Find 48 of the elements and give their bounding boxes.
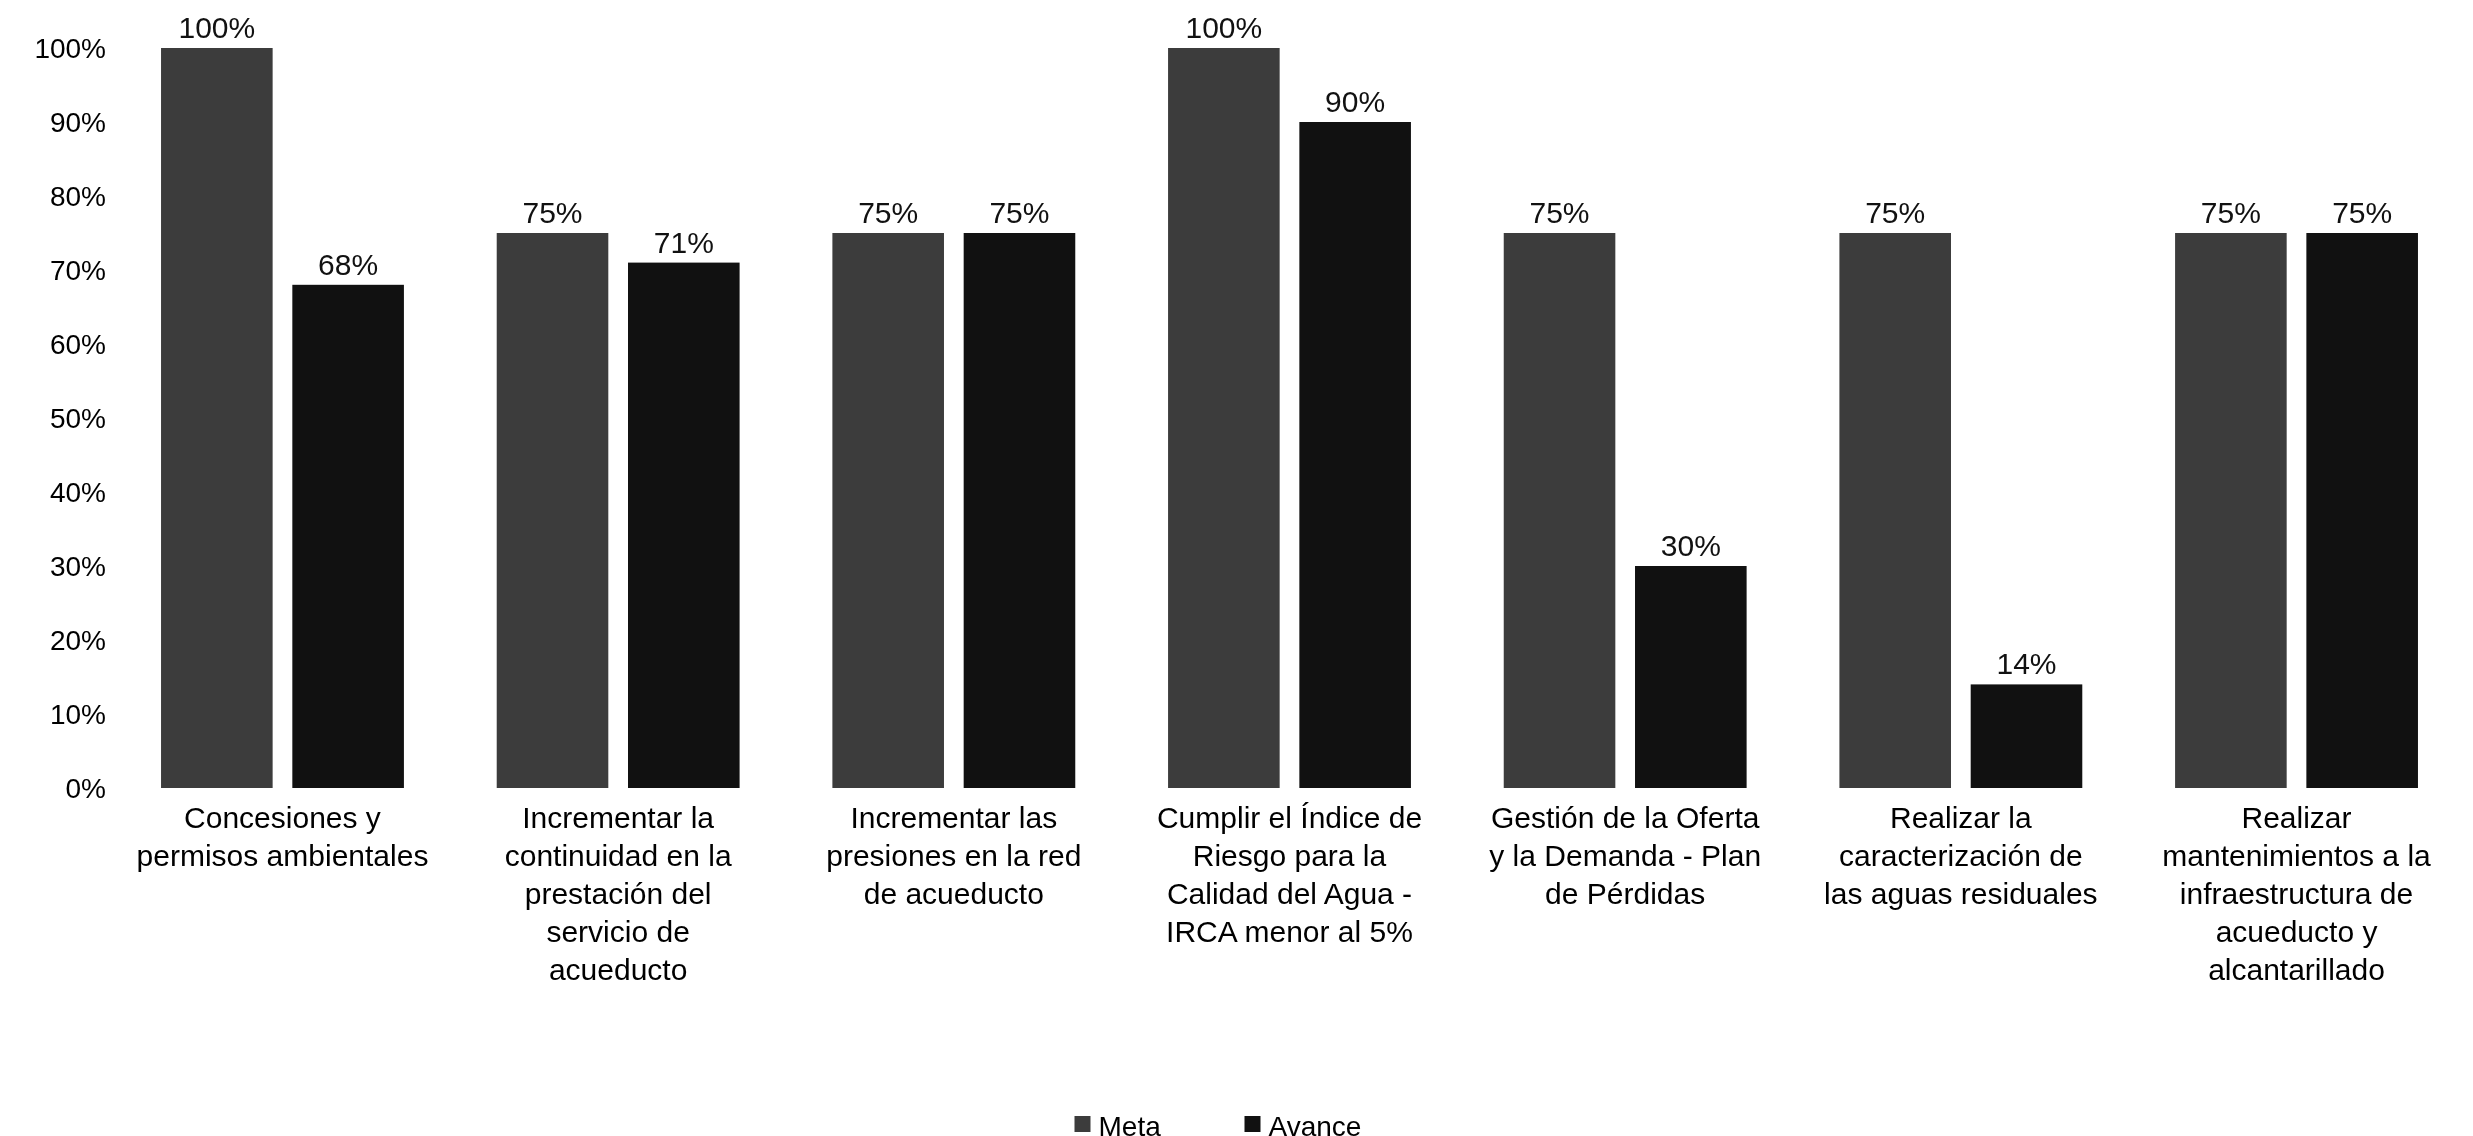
bar [832, 233, 944, 788]
bar [963, 233, 1076, 788]
y-tick-label: 80% [49, 180, 106, 212]
data-label: 75% [989, 196, 1050, 229]
data-label: 75% [1529, 196, 1590, 229]
legend-label: Meta [1098, 1110, 1162, 1136]
data-label: 75% [2200, 196, 2261, 229]
data-label: 75% [858, 196, 919, 229]
y-tick-label: 100% [34, 32, 106, 64]
bar [2175, 233, 2287, 788]
x-tick-label: Incrementar la continuidad en la prestación del servicio de acueducto [504, 801, 732, 986]
legend-label: Avance [1268, 1110, 1362, 1136]
bar [161, 48, 273, 788]
data-label: 75% [522, 196, 583, 229]
y-tick-label: 40% [49, 476, 106, 508]
data-label: 100% [1185, 11, 1263, 44]
x-tick-label: Cumplir el Índice de Riesgo para la Calidad del Agua - IRCA menor al 5% [1156, 801, 1423, 948]
y-tick-label: 90% [49, 106, 106, 138]
bar [1970, 684, 2083, 788]
data-label: 90% [1325, 85, 1386, 118]
y-tick-label: 70% [49, 254, 106, 286]
y-tick-label: 10% [49, 698, 106, 730]
bar [1839, 233, 1951, 788]
bar [292, 284, 404, 788]
x-tick-label: Incrementar las presiones en la red de acueducto [826, 801, 1082, 910]
y-tick-label: 20% [49, 624, 106, 656]
x-tick-label: Realizar mantenimientos a la infraestructura de acueducto y alcantarillado [2162, 801, 2432, 986]
bar [1503, 233, 1616, 788]
bar [496, 233, 609, 788]
bar [1168, 48, 1280, 788]
x-tick-label: Concesiones y permisos ambientales [136, 801, 429, 872]
y-tick-label: 0% [65, 772, 106, 804]
bar [1635, 566, 1747, 788]
y-tick-label: 30% [49, 550, 106, 582]
x-tick-label: Gestión de la Oferta y la Demanda - Plan de Pérdidas [1489, 801, 1762, 910]
y-tick-label: 60% [49, 328, 106, 360]
data-label: 75% [1865, 196, 1926, 229]
data-label: 71% [653, 225, 714, 259]
data-label: 68% [318, 247, 379, 281]
data-label: 100% [178, 11, 256, 44]
data-label: 75% [2332, 196, 2393, 229]
x-tick-label: Realizar la caracterización de las aguas residuales [1824, 801, 2098, 910]
bar [2306, 233, 2418, 788]
bar [1299, 122, 1411, 788]
y-tick-label: 50% [49, 402, 106, 434]
data-label: 14% [1996, 647, 2057, 681]
data-label: 30% [1660, 529, 1721, 562]
bar [628, 262, 740, 788]
